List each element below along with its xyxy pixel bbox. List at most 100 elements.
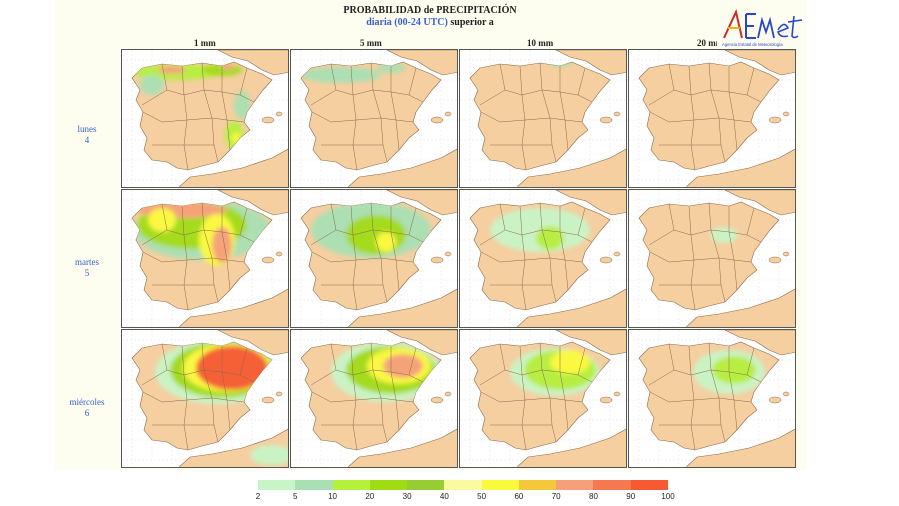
- land-africa: [516, 288, 626, 327]
- legend-swatch: [444, 480, 482, 490]
- precip-map-miércoles-1mm: [121, 329, 289, 468]
- precip-area: [548, 57, 572, 67]
- land-africa: [516, 148, 626, 187]
- precip-area: [346, 215, 406, 255]
- land-france: [217, 330, 288, 356]
- row-label-lunes: lunes 4: [62, 124, 112, 146]
- precip-map-miércoles-20mm: [628, 329, 796, 468]
- precip-area: [148, 208, 176, 232]
- balearic-islands: [768, 396, 782, 404]
- precip-area: [301, 67, 381, 83]
- province-borders: [141, 342, 255, 451]
- column-header-20mm: 20 mm: [697, 38, 717, 48]
- row-label-miercoles: miércoles 6: [62, 397, 112, 419]
- land-france: [724, 50, 795, 76]
- title-main: PROBABILIDAD de PRECIPITACIÓN: [343, 5, 517, 16]
- legend-swatch: [481, 480, 519, 490]
- balearic-islands: [275, 111, 283, 117]
- row-date: 4: [84, 135, 90, 145]
- precip-area: [550, 350, 590, 374]
- land-africa: [347, 148, 457, 187]
- subtitle-period: diaria (00-24 UTC): [366, 17, 448, 28]
- legend-swatch: [556, 480, 594, 490]
- province-borders: [310, 342, 424, 451]
- legend-tick: 40: [439, 492, 449, 501]
- precip-map-lunes-10mm: [459, 49, 627, 188]
- precip-area: [222, 64, 234, 70]
- title-subtitle: diaria (00-24 UTC) superior a: [300, 17, 560, 29]
- precip-map-miércoles-5mm: [290, 329, 458, 468]
- row-day: martes: [75, 257, 99, 267]
- legend-swatch: [295, 480, 333, 490]
- balearic-islands: [430, 116, 444, 124]
- legend-tick: 50: [477, 492, 487, 501]
- province-borders: [141, 202, 255, 311]
- precip-area: [536, 226, 564, 250]
- land-africa: [685, 288, 795, 327]
- land-france: [555, 50, 626, 76]
- balearic-islands: [599, 396, 613, 404]
- row-date: 5: [84, 268, 90, 278]
- precip-area: [196, 346, 268, 390]
- balearic-islands: [444, 391, 452, 397]
- precip-map-martes-10mm: [459, 189, 627, 328]
- legend-tick: 100: [661, 492, 675, 501]
- row-day: lunes: [77, 124, 97, 134]
- land-iberia: [469, 61, 611, 171]
- balearic-islands: [275, 251, 283, 257]
- precip-map-martes-5mm: [290, 189, 458, 328]
- land-france: [386, 190, 457, 216]
- column-header-10mm: 10 mm: [527, 38, 554, 48]
- precip-area: [710, 227, 738, 243]
- balearic-islands: [430, 256, 444, 264]
- precip-map-martes-20mm: [628, 189, 796, 328]
- province-borders: [648, 342, 762, 451]
- balearic-islands: [261, 396, 275, 404]
- land-france: [217, 50, 288, 76]
- legend-tick: 10: [328, 492, 337, 501]
- balearic-islands: [444, 111, 452, 117]
- land-france: [386, 330, 457, 356]
- legend-swatch: [518, 480, 557, 490]
- precip-area: [250, 445, 288, 465]
- row-label-martes: martes 5: [62, 257, 112, 279]
- land-africa: [685, 428, 795, 467]
- land-france: [217, 190, 288, 216]
- balearic-islands: [768, 256, 782, 264]
- legend-tick: 70: [551, 492, 561, 501]
- land-africa: [178, 148, 288, 187]
- province-borders: [141, 62, 255, 171]
- land-africa: [178, 288, 288, 327]
- balearic-islands: [430, 396, 444, 404]
- balearic-islands: [782, 111, 790, 117]
- balearic-islands: [782, 251, 790, 257]
- legend-tick: 60: [514, 492, 524, 501]
- precip-area: [140, 75, 164, 95]
- land-africa: [685, 148, 795, 187]
- column-header-1mm: 1 mm: [194, 38, 216, 48]
- row-day: miércoles: [69, 397, 105, 407]
- balearic-islands: [599, 256, 613, 264]
- row-date: 6: [84, 408, 90, 418]
- precip-area: [383, 354, 423, 378]
- balearic-islands: [444, 251, 452, 257]
- precip-map-lunes-5mm: [290, 49, 458, 188]
- land-france: [724, 330, 795, 356]
- balearic-islands: [613, 111, 621, 117]
- land-africa: [347, 288, 457, 327]
- balearic-islands: [261, 256, 275, 264]
- balearic-islands: [599, 116, 613, 124]
- precip-map-lunes-1mm: [121, 49, 289, 188]
- legend-tick: 80: [589, 492, 598, 501]
- precip-area: [234, 91, 250, 119]
- legend-swatch: [407, 480, 445, 490]
- precip-map-lunes-20mm: [628, 49, 796, 188]
- legend-tick: 90: [626, 492, 636, 501]
- legend-swatch: [630, 480, 668, 490]
- province-borders: [310, 62, 424, 171]
- land-france: [555, 330, 626, 356]
- land-france: [724, 190, 795, 216]
- precip-map-martes-1mm: [121, 189, 289, 328]
- province-borders: [648, 62, 762, 171]
- province-borders: [648, 202, 762, 311]
